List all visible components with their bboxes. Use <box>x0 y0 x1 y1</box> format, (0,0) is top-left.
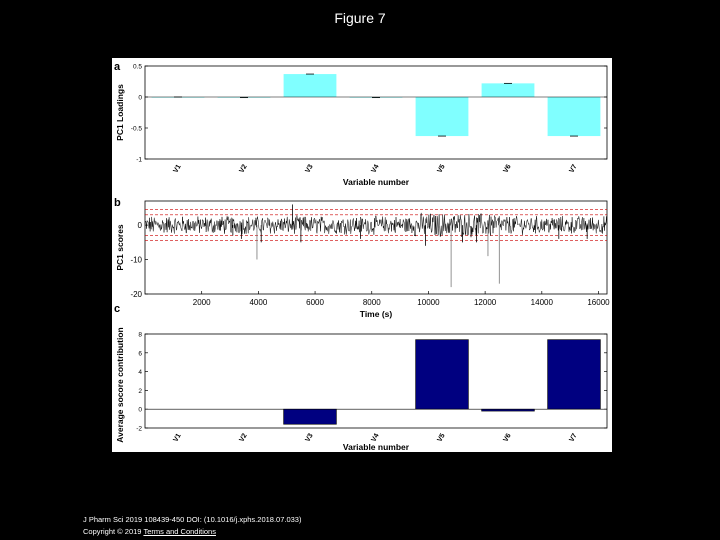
panel-c-xtick-label: V2 <box>238 432 248 443</box>
panel-c-bar <box>283 408 337 425</box>
panel-b-xtick-label: 10000 <box>417 298 440 307</box>
panel-b-xtick-label: 6000 <box>306 298 324 307</box>
citation-text: J Pharm Sci 2019 108439-450 DOI: (10.101… <box>83 515 302 524</box>
panel-b-xtick-label: 2000 <box>193 298 211 307</box>
panel-b-xtick-label: 8000 <box>363 298 381 307</box>
panel-a-ylabel: PC1 Loadings <box>115 84 125 141</box>
panel-a-ytick-label: 0.5 <box>133 64 142 71</box>
panel-a-xtick-label: V2 <box>238 163 248 174</box>
panel-c-ytick-label: 0 <box>138 407 142 414</box>
panel-c-ytick-label: 4 <box>138 369 142 376</box>
panel-c-xlabel: Variable number <box>343 442 410 452</box>
panel-c-axes <box>144 333 608 429</box>
panel-label-b: b <box>114 197 121 209</box>
panel-c-ylabel: Average socore contribution <box>115 327 125 442</box>
panel-c-xtick-label: V4 <box>370 432 380 443</box>
panel-a-xtick-label: V3 <box>304 163 314 174</box>
panel-b-ytick-label: 0 <box>138 221 143 230</box>
panel-a-ytick-label: -1 <box>136 157 142 164</box>
panel-c-ytick-label: -2 <box>136 426 142 433</box>
panel-b-xtick-label: 14000 <box>531 298 554 307</box>
panel-label-a: a <box>114 61 121 73</box>
figure-svg: a 0.5 0 -0.5 -1 V1 V2 V3 V4 V5 V6 V7 PC1 Loadings Var… <box>114 61 610 452</box>
panel-a-bar <box>481 83 535 97</box>
panel-c-ytick-label: 8 <box>138 332 142 339</box>
panel-a-ytick-label: -0.5 <box>131 126 143 133</box>
figure-title: Figure 7 <box>334 10 386 26</box>
panel-a-bar <box>283 74 337 97</box>
panel-c-bar <box>547 339 601 410</box>
panel-c-xtick-label: V5 <box>436 432 446 443</box>
panel-b-score-trace <box>144 212 608 238</box>
panel-a-bar <box>415 97 469 137</box>
panel-c-xtick-label: V3 <box>304 432 314 443</box>
panel-c-xtick-label: V1 <box>172 432 182 443</box>
panel-b-axes <box>144 200 608 295</box>
panel-c-xtick-label: V6 <box>502 432 512 443</box>
panel-b-ylabel: PC1 scores <box>115 224 125 271</box>
panel-label-c: c <box>114 303 120 315</box>
copyright-line: Copyright © 2019 Terms and Conditions <box>83 527 216 536</box>
panel-b-xlabel: Time (s) <box>360 309 393 319</box>
panel-a-axes <box>144 65 608 160</box>
panel-a-bar <box>547 97 601 137</box>
panel-c-xtick-label: V7 <box>568 432 578 443</box>
panel-a-ytick-label: 0 <box>138 95 142 102</box>
panel-a-xtick-label: V6 <box>502 163 512 174</box>
panel-c-ytick-label: 6 <box>138 350 142 357</box>
panel-a-xtick-label: V4 <box>370 163 380 174</box>
panel-b-xtick-label: 12000 <box>474 298 497 307</box>
panel-c-bar <box>415 339 469 410</box>
panel-a-xlabel: Variable number <box>343 177 410 187</box>
panel-b-ytick-label: -10 <box>130 256 142 265</box>
copyright-text: Copyright © 2019 <box>83 527 142 536</box>
terms-link[interactable]: Terms and Conditions <box>143 527 216 536</box>
figure-panel: a 0.5 0 -0.5 -1 V1 V2 V3 V4 V5 V6 V7 PC1 Loadings Var… <box>112 58 612 452</box>
panel-c-ytick-label: 2 <box>138 388 142 395</box>
panel-a-xtick-label: V7 <box>568 163 578 174</box>
panel-b-xtick-label: 16000 <box>587 298 610 307</box>
panel-b-ytick-label: -20 <box>130 290 142 299</box>
panel-b-xtick-label: 4000 <box>249 298 267 307</box>
panel-a-xtick-label: V5 <box>436 163 446 174</box>
panel-a-xtick-label: V1 <box>172 163 182 174</box>
